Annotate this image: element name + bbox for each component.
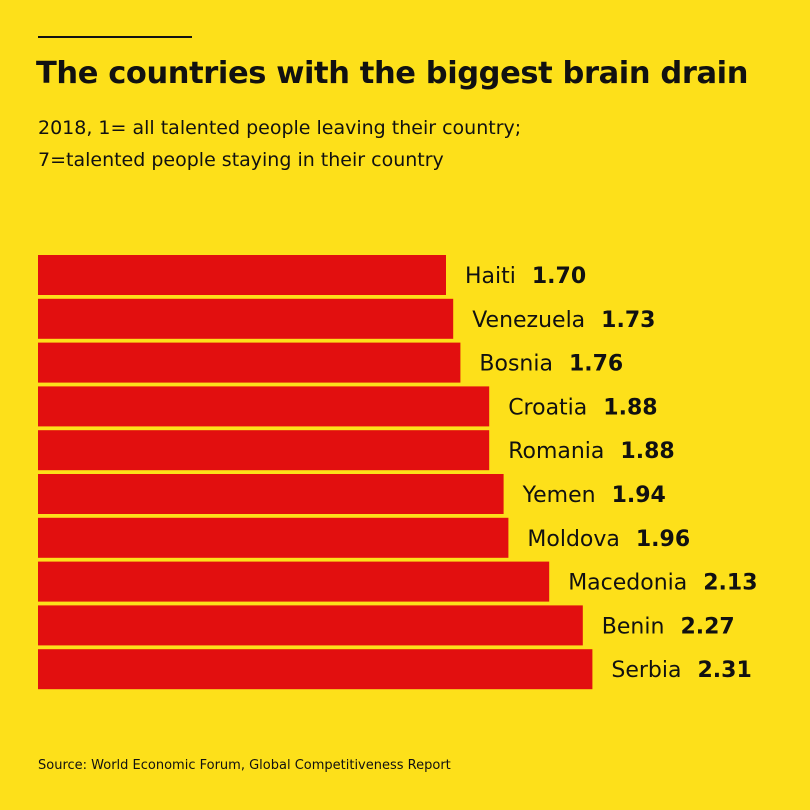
value-label-croatia: 1.88	[603, 395, 657, 420]
bar-moldova	[38, 517, 509, 558]
category-label-macedonia: Macedonia	[568, 571, 687, 596]
value-label-bosnia: 1.76	[569, 352, 623, 377]
bar-chart: Haiti 1.70 Venezuela 1.73 Bosnia 1.76 Croatia 1…	[38, 255, 758, 690]
subtitle-line-2: 7=talented people staying in their count…	[38, 149, 444, 171]
category-label-haiti: Haiti	[465, 264, 516, 289]
value-label-romania: 1.88	[620, 439, 674, 464]
value-label-yemen: 1.94	[612, 483, 666, 508]
value-label-venezuela: 1.73	[601, 308, 655, 333]
chart-subtitle: 2018, 1= all talented people leaving the…	[38, 112, 521, 176]
category-label-croatia: Croatia	[508, 395, 587, 420]
category-label-bosnia: Bosnia	[479, 352, 553, 377]
bar-romania	[38, 430, 490, 471]
category-label-yemen: Yemen	[522, 483, 596, 508]
bar-yemen	[38, 474, 504, 514]
bar-serbia	[38, 649, 593, 690]
bar-bosnia	[38, 342, 461, 383]
title-rule	[38, 36, 192, 38]
category-label-benin: Benin	[602, 614, 665, 639]
subtitle-line-1: 2018, 1= all talented people leaving the…	[38, 117, 522, 139]
bar-benin	[38, 605, 583, 646]
chart-title: The countries with the biggest brain dra…	[36, 56, 749, 91]
value-label-macedonia: 2.13	[703, 571, 757, 596]
category-label-venezuela: Venezuela	[472, 308, 585, 333]
category-label-moldova: Moldova	[527, 527, 619, 552]
source-note: Source: World Economic Forum, Global Com…	[38, 758, 451, 773]
value-label-moldova: 1.96	[636, 527, 690, 552]
value-label-haiti: 1.70	[532, 264, 586, 289]
value-label-benin: 2.27	[680, 614, 734, 639]
bar-croatia	[38, 386, 490, 427]
bar-macedonia	[38, 561, 550, 602]
bar-venezuela	[38, 298, 454, 339]
category-label-romania: Romania	[508, 439, 604, 464]
bar-haiti	[38, 255, 446, 295]
category-label-serbia: Serbia	[611, 658, 681, 683]
value-label-serbia: 2.31	[698, 658, 752, 683]
